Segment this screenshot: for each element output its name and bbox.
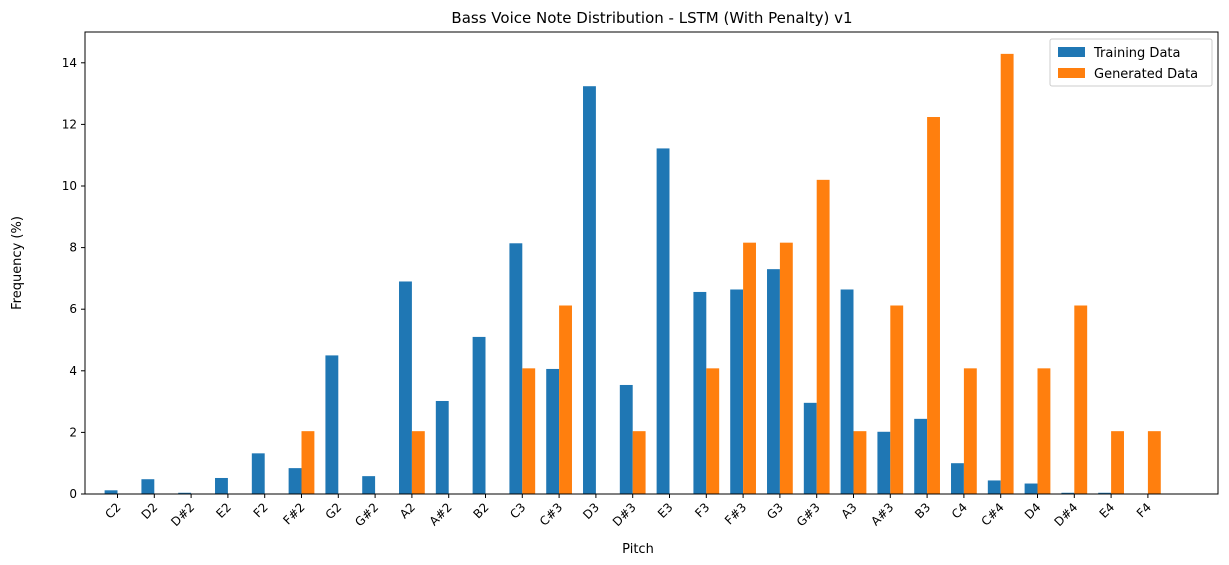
bar-training-E4 (1098, 492, 1112, 494)
bar-training-C3 (509, 243, 523, 494)
bar-training-D#2 (178, 492, 192, 494)
chart-title: Bass Voice Note Distribution - LSTM (Wit… (451, 9, 852, 27)
bar-generated-F#2 (301, 431, 315, 494)
bar-training-G#2 (362, 476, 376, 494)
bar-training-A#2 (435, 400, 449, 494)
bar-training-D#3 (619, 384, 633, 494)
bar-generated-A2 (411, 431, 425, 494)
bar-generated-D#4 (1074, 305, 1088, 494)
y-tick-label: 10 (62, 179, 77, 193)
bar-training-F#3 (730, 289, 744, 494)
bar-training-G#3 (803, 402, 817, 494)
bar-training-A#3 (877, 431, 891, 494)
legend-label-generated: Generated Data (1094, 67, 1198, 82)
bars-group (104, 53, 1161, 495)
legend: Training Data Generated Data (1049, 38, 1213, 87)
bar-training-E3 (656, 148, 670, 495)
plot-area-frame (84, 31, 1219, 495)
bar-training-F3 (693, 291, 707, 494)
bar-training-G3 (767, 269, 780, 494)
bar-training-A3 (840, 289, 854, 494)
bar-training-A2 (399, 281, 412, 494)
bar-training-D#4 (1061, 492, 1075, 494)
legend-box (1049, 38, 1213, 87)
x-axis-label: Pitch (622, 542, 654, 557)
bar-generated-C4 (963, 368, 977, 494)
bar-training-C#4 (987, 480, 1001, 494)
y-axis-ticks: 0 2 4 6 8 10 12 14 (62, 56, 85, 501)
bar-generated-G3 (779, 242, 793, 494)
y-tick-label: 14 (62, 56, 77, 70)
bar-training-C2 (104, 490, 118, 494)
bar-training-F#2 (288, 468, 302, 494)
bar-training-F2 (251, 453, 265, 494)
bar-generated-B3 (927, 117, 940, 494)
y-tick-label: 6 (69, 302, 77, 316)
bar-training-G2 (325, 355, 339, 494)
bar-training-D4 (1024, 483, 1038, 494)
bar-training-D2 (141, 479, 155, 494)
bar-generated-F4 (1147, 431, 1161, 494)
bar-training-B3 (914, 418, 928, 494)
bar-generated-C#3 (559, 305, 572, 494)
bar-generated-E4 (1111, 431, 1124, 494)
bar-generated-C3 (522, 368, 536, 494)
bar-generated-D#3 (632, 431, 646, 494)
y-tick-label: 4 (69, 364, 77, 378)
y-tick-label: 2 (69, 425, 77, 439)
bar-training-B2 (472, 336, 486, 494)
bar-generated-A3 (853, 431, 867, 494)
bar-training-C#3 (546, 368, 560, 494)
y-tick-label: 8 (69, 241, 77, 255)
bar-generated-F#3 (743, 242, 756, 494)
bar-training-D3 (583, 86, 596, 495)
legend-label-training: Training Data (1093, 46, 1180, 61)
bar-training-C4 (951, 463, 964, 494)
bar-generated-C#4 (1000, 53, 1014, 495)
bar-training-E2 (215, 477, 228, 494)
bar-generated-G#3 (816, 179, 830, 494)
bar-generated-F3 (706, 368, 720, 494)
y-axis-label: Frequency (%) (10, 216, 25, 310)
bar-generated-A#3 (890, 305, 904, 494)
y-tick-label: 12 (62, 117, 77, 131)
y-tick-label: 0 (69, 487, 77, 501)
legend-swatch-training (1058, 47, 1085, 57)
legend-swatch-generated (1058, 68, 1085, 78)
bar-generated-D4 (1037, 368, 1051, 494)
